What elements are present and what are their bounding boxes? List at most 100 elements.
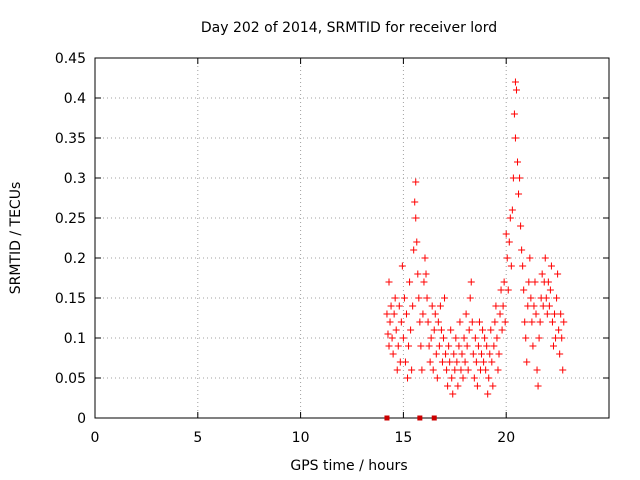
data-point bbox=[483, 342, 491, 350]
y-tick-label: 0.3 bbox=[64, 171, 86, 187]
data-point bbox=[535, 334, 543, 342]
data-point bbox=[417, 342, 425, 350]
data-point bbox=[478, 350, 486, 358]
data-point bbox=[506, 214, 514, 222]
data-point bbox=[551, 310, 559, 318]
data-point bbox=[465, 326, 473, 334]
data-point bbox=[526, 254, 534, 262]
data-point bbox=[519, 262, 527, 270]
data-point bbox=[515, 190, 523, 198]
data-point bbox=[474, 342, 482, 350]
zero-marker bbox=[431, 415, 437, 421]
x-axis-label: GPS time / hours bbox=[290, 458, 407, 474]
zero-marker bbox=[417, 415, 423, 421]
data-point bbox=[442, 350, 450, 358]
data-point bbox=[510, 110, 518, 118]
data-point bbox=[486, 350, 494, 358]
data-point bbox=[548, 318, 556, 326]
data-point bbox=[536, 318, 544, 326]
data-point bbox=[471, 334, 479, 342]
data-point bbox=[411, 198, 419, 206]
data-point bbox=[451, 366, 459, 374]
data-point bbox=[559, 366, 567, 374]
y-tick-labels: 0 0.05 0.1 0.15 0.2 0.25 0.3 0.35 0.4 0.45 bbox=[55, 51, 86, 427]
y-tick-label: 0.1 bbox=[64, 331, 86, 347]
data-point bbox=[473, 382, 481, 390]
data-point bbox=[398, 262, 406, 270]
data-point bbox=[448, 374, 456, 382]
data-point bbox=[384, 330, 392, 338]
data-point bbox=[409, 302, 417, 310]
data-point bbox=[496, 310, 504, 318]
data-point bbox=[425, 342, 433, 350]
data-point bbox=[459, 374, 467, 382]
data-point bbox=[530, 302, 538, 310]
data-point bbox=[482, 366, 490, 374]
x-tick-label: 5 bbox=[193, 430, 202, 446]
y-tick-label: 0.25 bbox=[55, 211, 86, 227]
data-point bbox=[400, 294, 408, 302]
data-point bbox=[431, 310, 439, 318]
data-point bbox=[507, 262, 515, 270]
data-point bbox=[511, 78, 519, 86]
data-point bbox=[462, 310, 470, 318]
data-point bbox=[423, 294, 431, 302]
data-point bbox=[390, 310, 398, 318]
data-point bbox=[499, 302, 507, 310]
data-point bbox=[505, 238, 513, 246]
data-point bbox=[467, 278, 475, 286]
y-tick-label: 0.35 bbox=[55, 131, 86, 147]
data-point bbox=[399, 334, 407, 342]
data-point bbox=[424, 318, 432, 326]
data-point bbox=[432, 350, 440, 358]
data-point bbox=[450, 350, 458, 358]
data-point bbox=[395, 302, 403, 310]
data-point bbox=[557, 310, 565, 318]
data-point bbox=[405, 342, 413, 350]
data-point bbox=[518, 246, 526, 254]
data-point bbox=[439, 334, 447, 342]
y-tick-label: 0.4 bbox=[64, 91, 86, 107]
data-point bbox=[421, 254, 429, 262]
data-point bbox=[555, 326, 563, 334]
data-point bbox=[558, 334, 566, 342]
data-point bbox=[392, 326, 400, 334]
data-point bbox=[532, 310, 540, 318]
data-point bbox=[549, 342, 557, 350]
data-point bbox=[393, 366, 401, 374]
data-point bbox=[480, 358, 488, 366]
data-point bbox=[512, 86, 520, 94]
data-point bbox=[397, 318, 405, 326]
data-point bbox=[491, 318, 499, 326]
data-point bbox=[484, 390, 492, 398]
data-point bbox=[490, 342, 498, 350]
data-point bbox=[470, 374, 478, 382]
data-point bbox=[500, 278, 508, 286]
data-point bbox=[457, 366, 465, 374]
data-point bbox=[541, 254, 549, 262]
y-tick-label: 0.15 bbox=[55, 291, 86, 307]
data-point bbox=[387, 302, 395, 310]
data-point bbox=[529, 342, 537, 350]
data-point bbox=[445, 342, 453, 350]
data-point bbox=[438, 358, 446, 366]
data-point bbox=[404, 374, 412, 382]
data-point bbox=[458, 350, 466, 358]
data-point bbox=[452, 334, 460, 342]
data-points bbox=[383, 78, 568, 421]
data-point bbox=[479, 326, 487, 334]
data-point bbox=[444, 382, 452, 390]
data-point bbox=[545, 302, 553, 310]
data-point bbox=[502, 230, 510, 238]
data-point bbox=[514, 158, 522, 166]
data-point bbox=[449, 390, 457, 398]
data-point bbox=[446, 358, 454, 366]
data-point bbox=[428, 302, 436, 310]
data-point bbox=[414, 270, 422, 278]
data-point bbox=[503, 254, 511, 262]
data-point bbox=[546, 286, 554, 294]
data-point bbox=[463, 342, 471, 350]
data-point bbox=[508, 206, 516, 214]
data-point bbox=[492, 302, 500, 310]
